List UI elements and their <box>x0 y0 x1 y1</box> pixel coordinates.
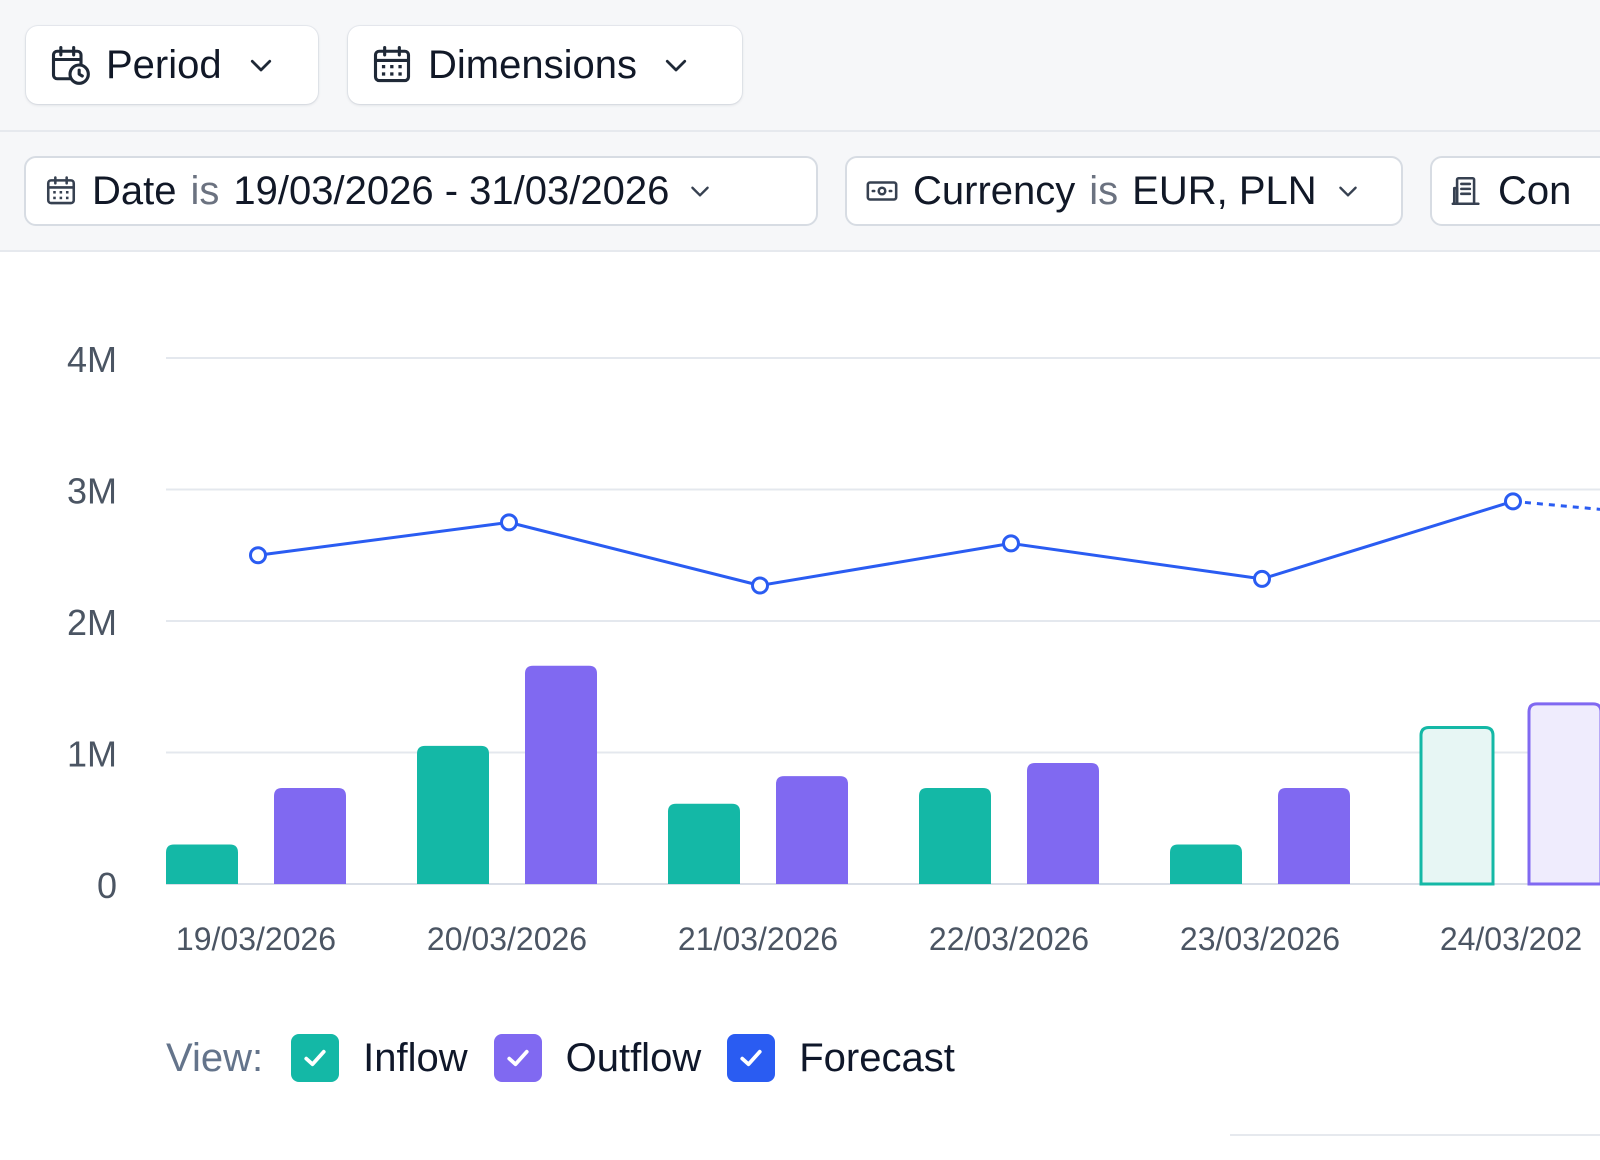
filter-value: 19/03/2026 - 31/03/2026 <box>233 168 670 213</box>
grid-lines <box>166 357 1600 885</box>
bar-outflow[interactable] <box>274 788 346 884</box>
filter-field: Date <box>92 168 177 213</box>
cashflow-chart: 0 1M 2M 3M 4M 19/03/2026 20/03/2026 21/03/2026… <box>67 339 1600 957</box>
forecast-line-dashed <box>1512 499 1600 511</box>
legend-item-inflow[interactable]: Inflow <box>291 1034 468 1082</box>
forecast-point[interactable] <box>1002 534 1020 553</box>
chevron-down-icon <box>661 50 691 80</box>
view-label: View: <box>166 1035 264 1080</box>
divider <box>1230 1134 1600 1136</box>
forecast-point[interactable] <box>1253 569 1271 588</box>
x-tick-label: 19/03/2026 <box>176 921 336 957</box>
bar-outflow[interactable] <box>1278 788 1350 884</box>
bar-inflow[interactable] <box>919 788 991 884</box>
legend-label: Outflow <box>565 1035 702 1080</box>
bar-inflow[interactable] <box>1419 726 1495 886</box>
y-tick-label: 2M <box>67 602 117 643</box>
bar-outflow[interactable] <box>525 665 597 884</box>
bar-inflow[interactable] <box>1170 844 1242 884</box>
period-label: Period <box>106 42 222 87</box>
bar-inflow[interactable] <box>166 844 238 884</box>
dimensions-label: Dimensions <box>428 42 637 87</box>
y-tick-label: 4M <box>67 339 117 380</box>
period-button[interactable]: Period <box>26 26 318 104</box>
x-tick-label: 23/03/2026 <box>1180 921 1340 957</box>
bars <box>166 665 1600 886</box>
filter-value: EUR, PLN <box>1132 168 1317 213</box>
currency-filter-chip[interactable]: Currency is EUR, PLN <box>845 156 1403 226</box>
calendar-icon <box>44 174 78 208</box>
forecast-point[interactable] <box>500 513 518 532</box>
y-tick-label: 0 <box>97 865 117 906</box>
toolbar: Period Dimensions <box>0 0 1600 132</box>
bar-outflow[interactable] <box>1027 763 1099 884</box>
calendar-clock-icon <box>48 43 92 87</box>
legend-label: Forecast <box>799 1035 955 1080</box>
legend-item-forecast[interactable]: Forecast <box>727 1034 955 1082</box>
checkbox-checked-icon[interactable] <box>291 1034 340 1082</box>
dimensions-button[interactable]: Dimensions <box>348 26 742 104</box>
bar-outflow[interactable] <box>1527 702 1600 886</box>
filter-operator: is <box>1089 168 1119 213</box>
filter-field: Con <box>1498 168 1572 213</box>
y-axis-ticks: 0 1M 2M 3M 4M <box>67 339 117 906</box>
calendar-icon <box>370 43 414 87</box>
filter-field: Currency <box>913 168 1076 213</box>
legend: View: Inflow Outflow Forecast <box>166 1028 981 1088</box>
bar-inflow[interactable] <box>417 745 489 884</box>
bar-outflow[interactable] <box>776 776 848 884</box>
x-axis-ticks: 19/03/2026 20/03/2026 21/03/2026 22/03/2026… <box>176 921 1582 957</box>
chevron-down-icon <box>1335 178 1361 204</box>
forecast-line <box>257 499 1514 587</box>
banknote-icon <box>865 174 899 208</box>
checkbox-checked-icon[interactable] <box>493 1034 542 1082</box>
building-icon <box>1450 174 1484 208</box>
company-filter-chip[interactable]: Con <box>1430 156 1600 226</box>
legend-label: Inflow <box>363 1035 468 1080</box>
forecast-point[interactable] <box>751 576 769 595</box>
bar-inflow[interactable] <box>668 803 740 884</box>
x-tick-label: 24/03/202 <box>1440 921 1582 957</box>
y-tick-label: 1M <box>67 734 117 775</box>
forecast-point[interactable] <box>1504 492 1522 511</box>
forecast-point[interactable] <box>249 546 267 565</box>
x-tick-label: 21/03/2026 <box>678 921 838 957</box>
x-tick-label: 22/03/2026 <box>929 921 1089 957</box>
date-filter-chip[interactable]: Date is 19/03/2026 - 31/03/2026 <box>24 156 818 226</box>
filter-bar: Date is 19/03/2026 - 31/03/2026 Currency… <box>0 132 1600 252</box>
filter-operator: is <box>190 168 220 213</box>
x-tick-label: 20/03/2026 <box>427 921 587 957</box>
y-tick-label: 3M <box>67 471 117 512</box>
forecast-line-layer <box>249 492 1600 595</box>
checkbox-checked-icon[interactable] <box>727 1034 776 1082</box>
legend-item-outflow[interactable]: Outflow <box>493 1034 702 1082</box>
chevron-down-icon <box>687 178 713 204</box>
chevron-down-icon <box>246 50 276 80</box>
